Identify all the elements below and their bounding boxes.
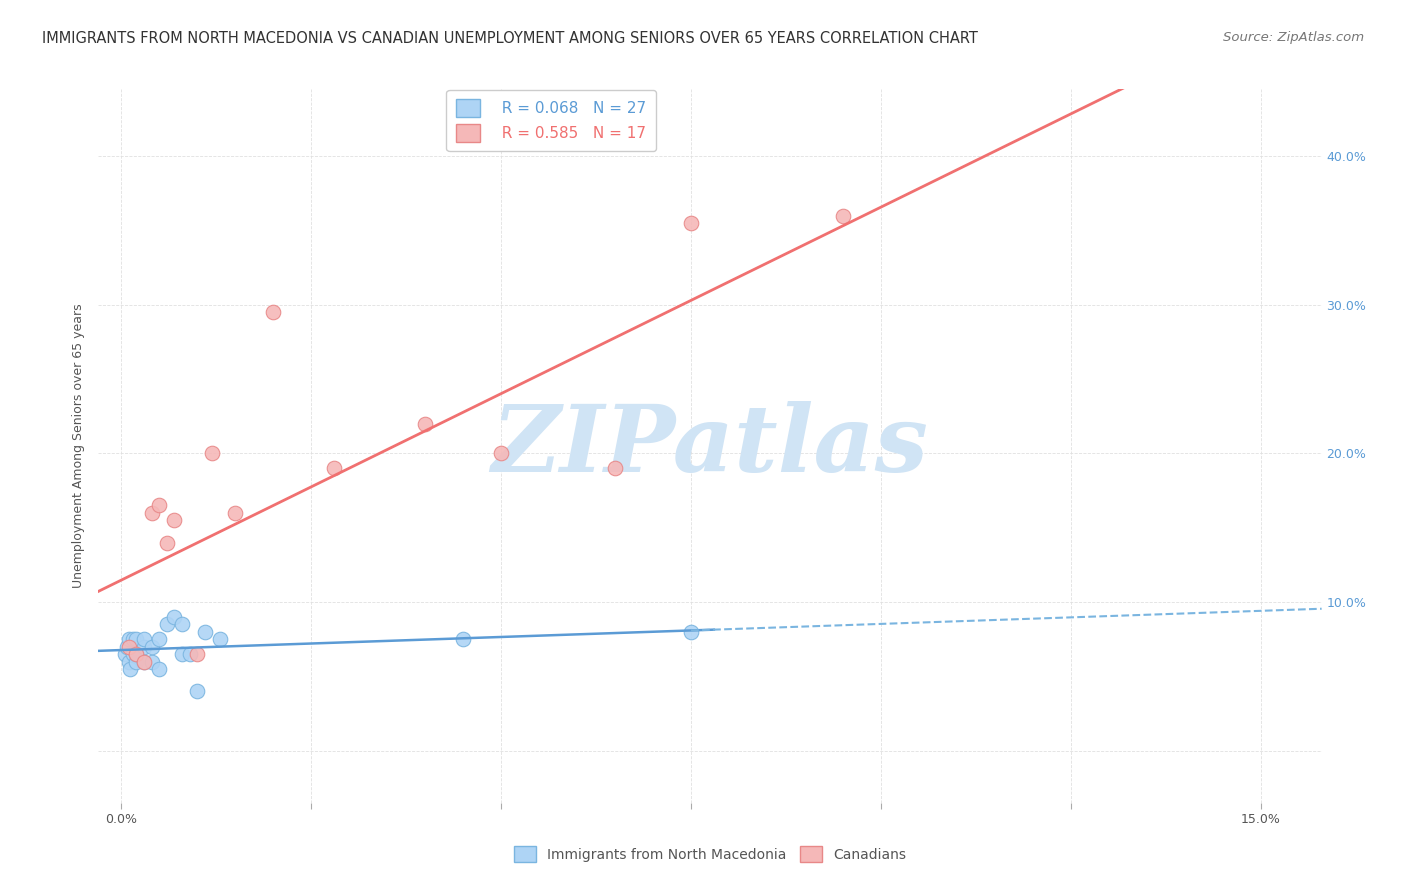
Point xyxy=(832,209,855,223)
Point xyxy=(148,662,170,676)
Point xyxy=(125,647,148,661)
Point xyxy=(132,632,155,647)
Point xyxy=(121,632,143,647)
Point xyxy=(186,684,208,698)
Text: Source: ZipAtlas.com: Source: ZipAtlas.com xyxy=(1223,31,1364,45)
Point xyxy=(179,647,201,661)
Point xyxy=(603,461,626,475)
Point xyxy=(413,417,436,431)
Point xyxy=(125,632,148,647)
Text: IMMIGRANTS FROM NORTH MACEDONIA VS CANADIAN UNEMPLOYMENT AMONG SENIORS OVER 65 Y: IMMIGRANTS FROM NORTH MACEDONIA VS CANAD… xyxy=(42,31,979,46)
Point xyxy=(114,647,136,661)
Point xyxy=(132,640,155,654)
Legend: Immigrants from North Macedonia, Canadians: Immigrants from North Macedonia, Canadia… xyxy=(508,841,912,867)
Point xyxy=(194,624,217,639)
Point xyxy=(489,446,512,460)
Point xyxy=(120,662,142,676)
Point xyxy=(125,655,148,669)
Point xyxy=(118,640,141,654)
Point xyxy=(132,655,155,669)
Point xyxy=(148,632,170,647)
Point xyxy=(451,632,474,647)
Point xyxy=(186,647,208,661)
Point xyxy=(132,655,155,669)
Point xyxy=(679,624,702,639)
Point xyxy=(125,647,148,661)
Point xyxy=(118,655,141,669)
Point xyxy=(148,499,170,513)
Point xyxy=(141,506,163,520)
Point xyxy=(323,461,346,475)
Point xyxy=(208,632,231,647)
Point xyxy=(156,535,179,549)
Point xyxy=(201,446,224,460)
Text: ZIPatlas: ZIPatlas xyxy=(492,401,928,491)
Point xyxy=(170,617,193,632)
Point xyxy=(163,513,186,527)
Point xyxy=(117,640,139,654)
Point xyxy=(156,617,179,632)
Point xyxy=(224,506,246,520)
Point xyxy=(121,647,143,661)
Y-axis label: Unemployment Among Seniors over 65 years: Unemployment Among Seniors over 65 years xyxy=(72,303,86,589)
Point xyxy=(262,305,284,319)
Point xyxy=(679,216,702,230)
Point xyxy=(170,647,193,661)
Point xyxy=(141,640,163,654)
Point xyxy=(141,655,163,669)
Point xyxy=(163,610,186,624)
Point xyxy=(118,632,141,647)
